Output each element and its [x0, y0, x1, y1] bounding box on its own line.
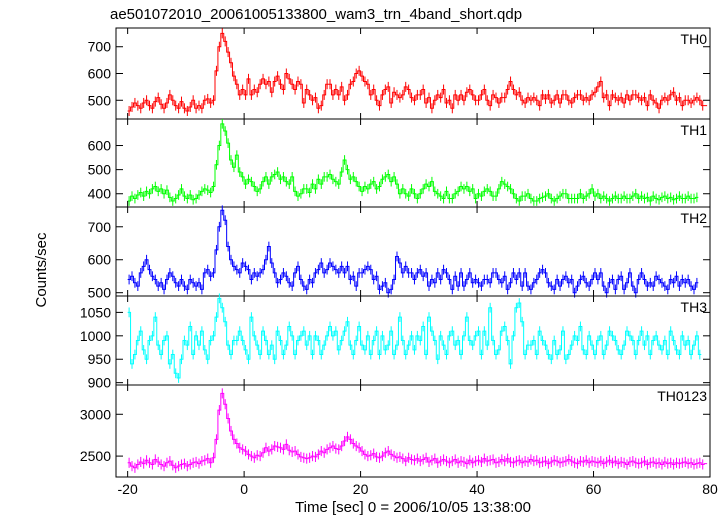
chart-title: ae501072010_20061005133800_wam3_trn_4ban…: [110, 6, 522, 23]
panel-label: TH3: [681, 299, 708, 315]
panel-frame: [115, 27, 711, 120]
x-tick-label: -20: [118, 481, 138, 497]
y-tick-label: 950: [88, 351, 112, 367]
y-axis-label: Counts/sec: [33, 232, 50, 308]
y-tick-label: 700: [88, 39, 112, 55]
panel-th0: 500 600 700 TH0: [88, 27, 711, 120]
y-tick-label: 1000: [80, 328, 111, 344]
y-tick-label: 600: [88, 66, 112, 82]
y-tick-label: 2500: [80, 448, 111, 464]
y-tick-label: 700: [88, 219, 112, 235]
x-tick-label: 80: [702, 481, 718, 497]
y-tick-label: 900: [88, 375, 112, 391]
y-tick-label: 500: [88, 162, 112, 178]
panel-label: TH0123: [657, 388, 707, 404]
y-tick-label: 500: [88, 285, 112, 301]
panel-label: TH2: [681, 210, 708, 226]
panel-th3: 900 950 1000 1050 TH3: [80, 293, 711, 391]
panel-label: TH0: [681, 31, 708, 47]
x-tick-label: 40: [469, 481, 485, 497]
y-tick-label: 500: [88, 92, 112, 108]
x-tick-label: 20: [353, 481, 369, 497]
panel-th2: 500 600 700 TH2: [88, 205, 711, 301]
y-tick-label: 600: [88, 252, 112, 268]
x-tick-label: 0: [240, 481, 248, 497]
x-axis-label: Time [sec] 0 = 2006/10/05 13:38:00: [295, 499, 531, 516]
panel-th0123: 2500 3000 TH0123: [80, 384, 711, 478]
panel-frame: [115, 384, 711, 478]
y-tick-label: 1050: [80, 304, 111, 320]
panel-frame: [115, 206, 711, 297]
y-tick-label: 600: [88, 138, 112, 154]
x-tick-label: 60: [586, 481, 602, 497]
panel-label: TH1: [681, 122, 708, 138]
y-tick-label: 400: [88, 186, 112, 202]
panel-th1: 400 500 600 TH1: [88, 118, 711, 208]
y-tick-label: 3000: [80, 406, 111, 422]
